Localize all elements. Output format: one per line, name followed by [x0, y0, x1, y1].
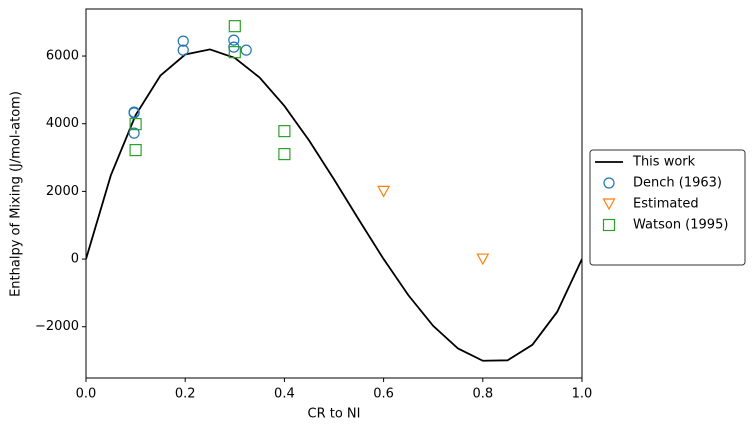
- marker-square: [278, 147, 291, 161]
- y-axis-label: Enthalpy of Mixing (J/mol-atom): [9, 91, 24, 297]
- x-tick-label: 1.0: [572, 387, 593, 402]
- marker-square: [228, 20, 241, 33]
- marker-triangle: [377, 185, 391, 198]
- marker-square: [129, 118, 142, 131]
- legend-box: [589, 149, 746, 266]
- marker-circle: [128, 127, 140, 139]
- legend-label: Watson (1995): [633, 218, 728, 233]
- y-tick-label: 0: [71, 252, 79, 267]
- x-tick-label: 0.6: [373, 387, 394, 402]
- marker-circle: [228, 34, 240, 46]
- line: [86, 48, 582, 362]
- x-axis-label: CR to NI: [308, 407, 361, 422]
- y-tick-label: 2000: [46, 184, 79, 199]
- marker-triangle: [476, 253, 490, 266]
- plot-frame: [85, 8, 583, 379]
- x-tick-label: 0.8: [472, 387, 493, 402]
- marker-circle: [128, 107, 140, 119]
- marker-circle: [177, 35, 189, 47]
- y-tick-label: 6000: [46, 49, 79, 64]
- marker-circle: [603, 177, 615, 189]
- legend-label: Estimated: [633, 197, 699, 212]
- marker-square: [228, 46, 241, 59]
- x-tick-label: 0.2: [175, 387, 196, 402]
- x-tick-label: 0.0: [76, 387, 97, 402]
- marker-square: [602, 218, 616, 232]
- marker-square: [129, 144, 142, 157]
- marker-circle: [177, 44, 189, 56]
- marker-square: [278, 125, 291, 138]
- y-tick-label: 4000: [46, 116, 79, 131]
- marker-triangle: [602, 198, 616, 211]
- marker-circle: [240, 44, 252, 56]
- y-tick-label: −2000: [35, 319, 79, 334]
- x-tick-label: 0.4: [274, 387, 295, 402]
- legend-label: Dench (1963): [633, 176, 722, 191]
- legend-label: This work: [632, 155, 696, 170]
